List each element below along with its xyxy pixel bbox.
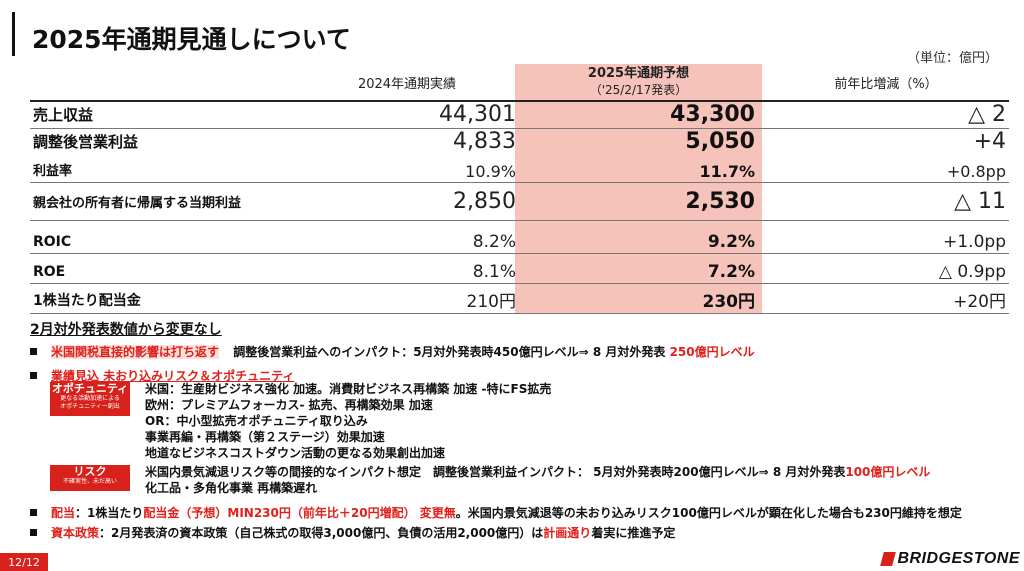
logo-mark-icon (880, 552, 897, 566)
forecast-header-line2: （'25/2/17発表） (589, 83, 688, 97)
table-row: 売上収益 44,301 43,300 △ 2 (30, 100, 1009, 129)
opportunity-tag-sub2: オポチュニティー創出 (60, 403, 120, 410)
opportunity-item: 事業再編・再構築（第２ステージ）効果加速 (145, 430, 385, 444)
capital-policy-title: 資本政策 (51, 526, 100, 540)
risk-tag-sub: 不確実性、未だ高い (62, 478, 117, 485)
forecast-value: 230円 (702, 292, 756, 312)
capital-policy-text2: 着実に推進予定 (591, 526, 676, 540)
risk-tag: リスク 不確実性、未だ高い (50, 465, 130, 491)
prev-value: 2,850 (453, 189, 516, 214)
dividend-highlight: 配当金（予想）MIN230円（前年比＋20円増配） 変更無 (143, 506, 456, 520)
table-row: ROE 8.1% 7.2% △ 0.9pp (30, 253, 1009, 284)
tariff-value: 250億円レベル (669, 345, 755, 359)
bullet-square-icon (30, 372, 37, 379)
table-row: ROIC 8.2% 9.2% +1.0pp (30, 220, 1009, 254)
logo-text: BRIDGESTONE (897, 550, 1020, 567)
column-header-change: 前年比増減（%） (834, 76, 938, 92)
bullet-risk-opportunity: 業績見込 未おり込みリスク＆オポチュニティ (30, 367, 294, 384)
risk-item: 化工品・多角化事業 再構築遅れ (145, 481, 318, 495)
opportunity-item: 欧州：プレミアムフォーカス- 拡売、再構築効果 加速 (145, 398, 433, 412)
risk-opportunity-title: 業績見込 未おり込みリスク＆オポチュニティ (51, 369, 295, 383)
dividend-text2: 。米国内景気減退等の未おり込みリスク100億円レベルが顕在化した場合も230円維… (455, 506, 962, 520)
bridgestone-logo: BRIDGESTONE (880, 549, 1020, 569)
change-value: +0.8pp (946, 162, 1006, 181)
forecast-value: 2,530 (685, 189, 755, 214)
prev-value: 8.2% (472, 232, 516, 252)
unit-label: （単位：億円） (906, 51, 998, 66)
risk-list: 米国内景気減退リスク等の間接的なインパクト想定 調整後営業利益インパクト： 5月… (145, 464, 930, 496)
bullet-tariff: 米国関税直接的影響は打ち返す 調整後営業利益へのインパクト：5月対外発表時450… (30, 343, 755, 360)
prev-value: 210円 (466, 292, 516, 312)
bullet-square-icon (30, 348, 37, 355)
opportunity-item: 地道なビジネスコストダウン活動の更なる効果創出加速 (145, 446, 446, 460)
change-value: △ 0.9pp (938, 262, 1006, 282)
forecast-column-highlight (515, 64, 762, 314)
opportunity-tag-label: オポチュニティ (51, 382, 129, 395)
opportunity-list: 米国：生産財ビジネス強化 加速。消費財ビジネス再構築 加速 -特にFS拡売 欧州… (145, 381, 551, 461)
table-row: 親会社の所有者に帰属する当期利益 2,850 2,530 △ 11 (30, 182, 1009, 221)
row-label: 売上収益 (33, 106, 94, 124)
change-value: +4 (973, 129, 1006, 154)
dividend-text1: ：1株当たり (75, 506, 144, 520)
change-value: △ 11 (954, 189, 1006, 214)
prev-value: 4,833 (453, 129, 516, 154)
prev-value: 44,301 (439, 102, 516, 127)
capital-policy-text1: ：2月発表済の資本政策（自己株式の取得3,000億円、負債の活用2,000億円）… (99, 526, 544, 540)
table-row: 1株当たり配当金 210円 230円 +20円 (30, 283, 1009, 314)
header-divider (30, 100, 1009, 102)
row-label: 親会社の所有者に帰属する当期利益 (33, 196, 242, 211)
tariff-text: 調整後営業利益へのインパクト：5月対外発表時450億円レベル⇒ 8 月対外発表 (233, 345, 666, 359)
notes-heading: 2月対外発表数値から変更なし (30, 322, 222, 338)
opportunity-item: 米国：生産財ビジネス強化 加速。消費財ビジネス再構築 加速 -特にFS拡売 (145, 382, 552, 396)
risk-item-text: 米国内景気減退リスク等の間接的なインパクト想定 調整後営業利益インパクト： 5月… (145, 465, 846, 479)
row-label: 調整後営業利益 (33, 133, 139, 151)
forecast-value: 9.2% (707, 232, 755, 252)
risk-tag-label: リスク (73, 465, 107, 478)
table-row: 利益率 10.9% 11.7% +0.8pp (30, 155, 1009, 183)
forecast-header-line1: 2025年通期予想 (587, 66, 690, 81)
forecast-value: 5,050 (685, 129, 755, 154)
forecast-value: 43,300 (670, 102, 755, 127)
prev-value: 10.9% (465, 162, 516, 181)
opportunity-tag: オポチュニティ 更なる活動加速による オポチュニティー創出 (50, 382, 130, 416)
column-header-prev: 2024年通期実績 (357, 76, 457, 92)
bullet-capital-policy: 資本政策：2月発表済の資本政策（自己株式の取得3,000億円、負債の活用2,00… (30, 524, 675, 541)
column-header-forecast: 2025年通期予想 （'25/2/17発表） (515, 64, 762, 100)
dividend-title: 配当 (51, 506, 76, 520)
change-value: △ 2 (968, 102, 1006, 127)
change-value: +20円 (953, 292, 1006, 312)
bullet-dividend: 配当：1株当たり配当金（予想）MIN230円（前年比＋20円増配） 変更無。米国… (30, 504, 962, 521)
opportunity-item: OR：中小型拡売オポチュニティ取り込み (145, 414, 368, 428)
bullet-square-icon (30, 509, 37, 516)
change-value: +1.0pp (943, 232, 1006, 252)
row-label: 1株当たり配当金 (33, 293, 141, 309)
capital-policy-highlight: 計画通り (543, 526, 592, 540)
row-label: 利益率 (33, 164, 73, 179)
table-row: 調整後営業利益 4,833 5,050 +4 (30, 128, 1009, 155)
title-accent-bar (12, 12, 15, 56)
prev-value: 8.1% (472, 262, 516, 282)
row-label: ROE (33, 264, 66, 280)
risk-item-value: 100億円レベル (845, 465, 931, 479)
bullet-square-icon (30, 529, 37, 536)
tariff-highlight: 米国関税直接的影響は打ち返す (51, 345, 220, 359)
forecast-value: 7.2% (707, 262, 755, 282)
row-label: ROIC (33, 234, 72, 250)
forecast-value: 11.7% (699, 162, 755, 181)
page-title: 2025年通期見通しについて (32, 25, 351, 54)
risk-item: 米国内景気減退リスク等の間接的なインパクト想定 調整後営業利益インパクト： 5月… (145, 464, 930, 480)
page-number: 12/12 (0, 553, 48, 571)
opportunity-tag-sub1: 更なる活動加速による (60, 395, 120, 402)
